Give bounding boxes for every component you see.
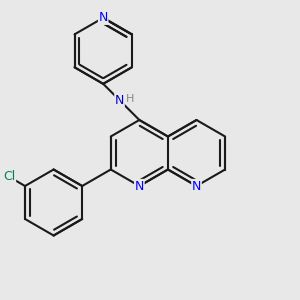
Text: N: N: [192, 179, 201, 193]
Text: Cl: Cl: [3, 170, 16, 184]
Text: N: N: [135, 179, 144, 193]
Text: N: N: [115, 94, 124, 107]
Text: H: H: [126, 94, 134, 104]
Text: N: N: [98, 11, 108, 24]
